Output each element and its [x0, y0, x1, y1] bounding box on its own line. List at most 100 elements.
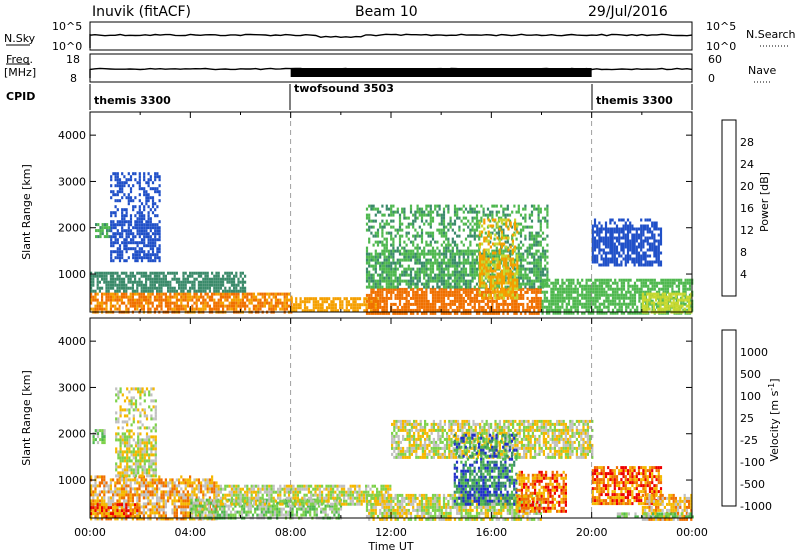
power-cell [478, 311, 481, 315]
power-cell [429, 234, 432, 238]
power-cell [158, 190, 161, 194]
power-cell [567, 308, 571, 312]
power-cell [598, 305, 601, 309]
power-cell [442, 311, 446, 315]
power-cell [440, 302, 443, 306]
power-cell [498, 275, 501, 279]
power-cell [105, 274, 108, 278]
power-cell [383, 287, 386, 291]
power-cell [147, 232, 150, 236]
power-cell [277, 298, 280, 302]
power-cell [469, 267, 472, 271]
power-cell [368, 255, 371, 259]
power-cell [478, 299, 481, 303]
power-cell [464, 207, 468, 211]
power-cell [603, 299, 606, 303]
power-cell [486, 305, 490, 309]
power-cell [169, 304, 172, 308]
power-cell [517, 296, 520, 300]
power-cell [140, 202, 144, 206]
power-cell [487, 275, 490, 279]
power-cell [473, 302, 476, 306]
power-cell [385, 240, 388, 244]
power-cell [469, 290, 472, 294]
power-cell [633, 239, 636, 243]
power-cell [629, 227, 632, 231]
power-cell [587, 302, 590, 306]
power-cell [546, 234, 549, 238]
power-cell [193, 292, 196, 296]
power-cell [640, 257, 643, 261]
power-cell [563, 281, 566, 285]
power-cell [200, 289, 203, 293]
power-cell [123, 193, 126, 197]
power-cell [143, 172, 146, 176]
power-cell [539, 240, 542, 244]
power-cell [274, 307, 277, 311]
power-cell [368, 285, 371, 289]
power-cell [539, 222, 542, 226]
power-cell [147, 211, 150, 215]
power-cell [434, 311, 437, 315]
power-cell [456, 267, 459, 271]
power-cell [368, 261, 371, 265]
power-cell [485, 248, 488, 252]
power-cell [484, 308, 487, 312]
power-cell [125, 250, 128, 254]
power-cell [429, 273, 432, 277]
power-cell [585, 305, 588, 309]
velocity-cell [116, 481, 119, 485]
power-cell [147, 217, 150, 221]
power-cell [642, 281, 645, 285]
power-cell [445, 308, 448, 312]
power-cell [530, 261, 534, 265]
power-cell [114, 289, 117, 293]
power-cell [123, 181, 126, 185]
power-cell [149, 292, 152, 296]
power-cell [583, 284, 586, 288]
power-cell [516, 278, 519, 282]
power-cell [473, 305, 476, 309]
power-cell [374, 270, 377, 274]
power-cell [550, 281, 553, 285]
power-cell [151, 292, 154, 296]
power-cell [134, 241, 137, 245]
power-cell [208, 283, 211, 287]
power-cell [556, 311, 560, 315]
power-cell [544, 282, 547, 286]
power-cell [396, 285, 399, 289]
power-cell [589, 302, 593, 306]
power-cell [288, 298, 291, 302]
power-cell [420, 219, 424, 223]
power-cell [648, 254, 652, 258]
velocity-cell [125, 478, 128, 482]
power-cell [475, 293, 479, 297]
power-cell [129, 301, 132, 305]
power-cell [539, 296, 542, 300]
power-cell [398, 222, 402, 226]
power-cell [635, 251, 638, 255]
velocity-cell [105, 505, 108, 509]
power-cell [503, 269, 506, 273]
power-cell [423, 213, 426, 217]
power-cell [537, 285, 540, 289]
power-cell [112, 232, 115, 236]
power-cell [611, 254, 614, 258]
power-cell [659, 263, 663, 267]
power-cell [90, 286, 93, 290]
power-cell [138, 181, 141, 185]
power-cell [487, 224, 490, 228]
power-cell [217, 277, 220, 281]
power-cell [376, 290, 380, 294]
power-cell [230, 298, 233, 302]
power-cell [376, 299, 380, 303]
power-cell [290, 309, 293, 313]
power-cell [613, 236, 616, 240]
power-cell [182, 277, 185, 281]
power-cell [136, 283, 139, 287]
power-cell [489, 293, 492, 297]
power-cell [528, 246, 531, 250]
power-cell [489, 287, 492, 291]
power-cell [471, 261, 474, 265]
power-cell [436, 228, 439, 232]
